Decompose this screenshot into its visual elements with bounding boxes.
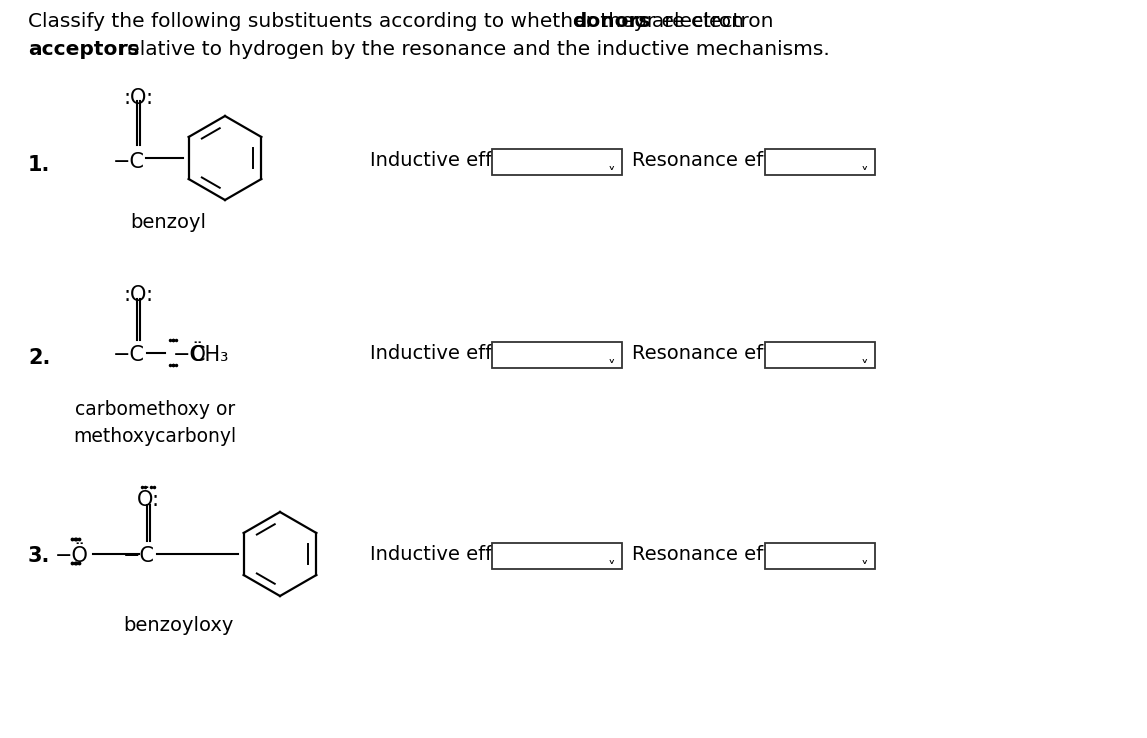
Text: acceptors: acceptors: [28, 40, 140, 59]
Bar: [765, 543, 875, 569]
Text: ˬ: ˬ: [607, 154, 615, 170]
Text: −C: −C: [114, 345, 145, 365]
Text: Classify the following substituents according to whether they are electron: Classify the following substituents acco…: [28, 12, 780, 31]
Text: ˬ: ˬ: [860, 348, 868, 362]
Text: carbomethoxy or
methoxycarbonyl: carbomethoxy or methoxycarbonyl: [73, 400, 236, 446]
Text: 2.: 2.: [28, 348, 50, 368]
Text: CH₃: CH₃: [192, 345, 229, 365]
Text: −Ö: −Ö: [55, 546, 88, 566]
Text: or electron: or electron: [629, 12, 744, 31]
Text: 3.: 3.: [28, 546, 50, 566]
Text: relative to hydrogen by the resonance and the inductive mechanisms.: relative to hydrogen by the resonance an…: [114, 40, 829, 59]
Text: Inductive effect: Inductive effect: [370, 545, 523, 564]
Text: ˬ: ˬ: [607, 548, 615, 564]
Text: Resonance effect: Resonance effect: [632, 545, 801, 564]
Text: :O:: :O:: [123, 285, 153, 305]
Text: donors: donors: [572, 12, 650, 31]
Text: Inductive effect: Inductive effect: [370, 151, 523, 170]
Bar: [492, 149, 622, 175]
Text: ˬ: ˬ: [860, 548, 868, 564]
Bar: [492, 342, 622, 368]
Text: ˬ: ˬ: [607, 348, 615, 362]
Text: benzoyloxy: benzoyloxy: [123, 616, 233, 635]
Text: ˬ: ˬ: [860, 154, 868, 170]
Bar: [765, 342, 875, 368]
Text: Resonance effect: Resonance effect: [632, 151, 801, 170]
Bar: [492, 543, 622, 569]
Text: Resonance effect: Resonance effect: [632, 344, 801, 363]
Text: Inductive effect: Inductive effect: [370, 344, 523, 363]
Text: :O:: :O:: [123, 88, 153, 108]
Text: −C: −C: [114, 152, 145, 172]
Text: −Ö: −Ö: [173, 345, 206, 365]
Text: Ö:: Ö:: [136, 490, 159, 510]
Text: benzoyl: benzoyl: [130, 213, 206, 232]
Text: −C: −C: [123, 546, 155, 566]
Text: 1.: 1.: [28, 155, 50, 175]
Bar: [765, 149, 875, 175]
